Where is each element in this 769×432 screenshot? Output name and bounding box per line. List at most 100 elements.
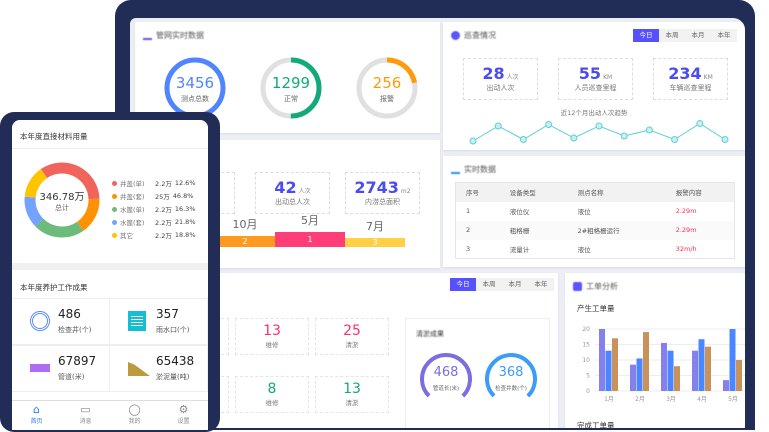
- stat-ring: 256 报警: [355, 56, 419, 120]
- legend-pct: 18.8%: [174, 231, 196, 239]
- result-label: 淤泥量(吨): [156, 373, 190, 381]
- legend-dot: [112, 232, 117, 238]
- legend-item: 其它 2.2万 18.8%: [112, 230, 208, 240]
- legend-item: 水篦(套) 2.2万 21.8%: [112, 217, 208, 227]
- tab-3[interactable]: 本年: [528, 278, 554, 291]
- legend-dot: [112, 193, 117, 199]
- table-cell: 液位仪: [509, 208, 530, 216]
- realtime-table-panel: 实时数据 序号 设备类型 测点名称 报警内容 1 液位仪 液位 2.29m 2 粗格栅 2#粗格栅运…: [443, 156, 745, 267]
- legend-name: 水篦(套): [120, 219, 145, 227]
- maintenance-stat: 8 维修: [235, 376, 309, 413]
- legend-pct: 12.6%: [174, 179, 196, 187]
- total-label: 总计: [55, 204, 69, 212]
- result-label: 雨水口(个): [156, 326, 190, 334]
- gauge-label: 管道长(米): [432, 386, 460, 392]
- legend-name: 其它: [120, 232, 133, 240]
- patrol-panel: 巡查情况 今日 本周 本月 本年 28 人次 出动人次 55 KM 人员巡查里程 234 KM 车辆巡…: [443, 22, 745, 150]
- tab-2[interactable]: 本月: [502, 278, 528, 291]
- legend-amount: 2.2万: [155, 206, 172, 214]
- maintenance-panel: 今日 本周 本月 本年 13 维修 25 清淤 8 维修 13 清淤 清淤成果 468 管道长(米) 3…: [155, 273, 558, 428]
- maintenance-stat: 25 清淤: [315, 318, 389, 355]
- rank-bar: 2: [215, 236, 275, 247]
- donut-slice: [24, 169, 48, 198]
- ring-gauge: [260, 57, 322, 119]
- tab-0[interactable]: 今日: [633, 29, 659, 42]
- workorder-bar-chart: 0 5 10 15 20 1月 2月 3月 4月 5月: [582, 326, 745, 403]
- card-title: 清淤成果: [416, 330, 444, 338]
- user-icon: ◯: [128, 403, 141, 416]
- ring-value: 256: [372, 74, 402, 92]
- stat-label: 车辆巡查里程: [669, 84, 712, 92]
- tab-0[interactable]: 今日: [450, 278, 476, 291]
- chart-title-2: 完成工单量: [577, 421, 615, 428]
- stat-unit: m2: [400, 188, 411, 195]
- x-tick-label: 1月: [604, 396, 614, 403]
- panel-title: 管网实时数据: [156, 31, 204, 40]
- gauge-arc: [485, 353, 537, 405]
- patrol-stat: 28 人次 出动人次: [463, 58, 538, 100]
- bar-month: 10月: [232, 218, 258, 231]
- stat-value: 42: [274, 178, 297, 197]
- home-icon: ⌂: [33, 403, 40, 416]
- table-cell: 3: [466, 244, 471, 253]
- bar: [723, 380, 729, 391]
- phone-screen: 本年度直接材料用量 346.78万 总计 井盖(单) 2.2万 12.6% 井盖(套)…: [12, 120, 208, 430]
- result-label: 管道(米): [58, 373, 85, 381]
- pipe-icon: [30, 358, 50, 378]
- table-cell: 液位: [577, 208, 591, 216]
- result-value: 65438: [156, 354, 195, 368]
- bar-chart-icon: [143, 31, 152, 40]
- tab-1[interactable]: 本周: [659, 29, 685, 42]
- nav-item-0[interactable]: ⌂ 首页: [12, 403, 61, 425]
- trend-point: [595, 122, 603, 130]
- grate-icon: [128, 311, 148, 331]
- dredge-result-card: 清淤成果 468 管道长(米) 368 检查井数(个): [405, 318, 550, 428]
- tab-1[interactable]: 本周: [476, 278, 502, 291]
- table-cell: 1: [466, 207, 471, 215]
- trend-title: 近12个月出动人次趋势: [560, 109, 628, 117]
- dredge-summary-panel: 42 人次 出动总人次 2743 m2 内涝总面积 10月 2 5月 1 7月 3: [195, 140, 440, 268]
- trend-point: [494, 122, 502, 130]
- bottom-nav: ⌂ 首页 ▭ 消息 ◯ 我的 ⚙ 设置: [12, 400, 208, 430]
- maintenance-stat: 13 清淤: [315, 376, 389, 413]
- bar: [736, 360, 742, 391]
- table-row[interactable]: 3 流量计 液位 32m/h: [455, 239, 735, 259]
- legend-name: 井盖(套): [120, 193, 145, 201]
- rank-bar: 3: [345, 238, 405, 247]
- patrol-stat: 234 KM 车辆巡查里程: [653, 58, 728, 100]
- ring-label: 正常: [284, 95, 298, 103]
- table-row[interactable]: 2 粗格栅 2#粗格栅运行 2.29m: [455, 220, 735, 240]
- tab-3[interactable]: 本年: [711, 29, 737, 42]
- bar: [630, 364, 636, 391]
- gauge: 468 管道长(米): [418, 351, 474, 407]
- bar: [643, 332, 649, 391]
- x-tick-label: 5月: [728, 396, 738, 403]
- tab-2[interactable]: 本月: [685, 29, 711, 42]
- table-row[interactable]: 1 液位仪 液位 2.29m: [455, 201, 735, 221]
- legend-item: 井盖(套) 25万 46.8%: [112, 191, 208, 201]
- table-cell: 2.29m: [675, 226, 697, 234]
- ring-gauge: [356, 57, 418, 119]
- y-tick-label: 20: [582, 326, 590, 333]
- legend-amount: 2.2万: [155, 180, 172, 188]
- legend-dot: [112, 206, 117, 212]
- summary-stat: 42 人次 出动总人次: [255, 172, 330, 214]
- bar: [636, 358, 643, 391]
- nav-item-1[interactable]: ▭ 消息: [61, 403, 110, 425]
- result-value: 357: [156, 307, 179, 321]
- x-tick-label: 2月: [635, 396, 645, 403]
- total-value: 346.78万: [39, 192, 85, 203]
- nav-item-3[interactable]: ⚙ 设置: [159, 403, 208, 425]
- chart-title: 产生工单量: [577, 304, 615, 313]
- dashboard-screen: 管网实时数据 3456 测点总数 1299 正常 256 报警 巡查情况 今日 本周 本月 本年…: [130, 18, 745, 428]
- nav-item-2[interactable]: ◯ 我的: [110, 403, 159, 425]
- trend-point: [620, 132, 628, 140]
- bar: [661, 342, 667, 391]
- nav-label: 我的: [128, 418, 141, 425]
- table-cell: 粗格栅: [509, 227, 530, 235]
- ring-value: 1299: [271, 74, 311, 92]
- gauge: 368 检查井数(个): [483, 351, 539, 407]
- table-cell: 流量计: [509, 245, 530, 254]
- bar-month: 7月: [366, 220, 384, 233]
- alarm-table: 序号 设备类型 测点名称 报警内容 1 液位仪 液位 2.29m 2 粗格栅 2#粗格栅运行 2.29…: [455, 182, 735, 259]
